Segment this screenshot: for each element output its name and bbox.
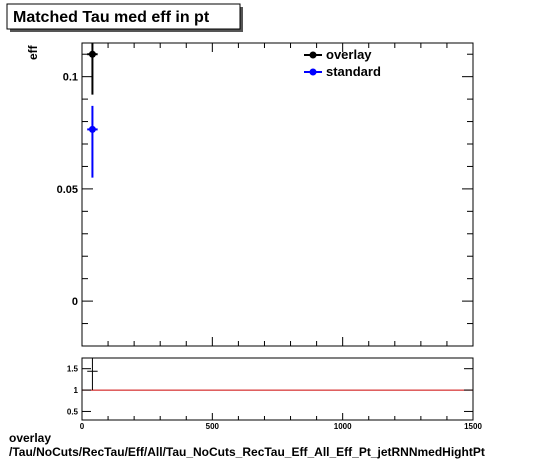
- y-axis-label: eff: [26, 44, 40, 60]
- main-plot-frame: [81, 42, 474, 347]
- ratio-y-tick-label: 0.5: [67, 407, 79, 416]
- data-point-overlay: [87, 43, 98, 95]
- ratio-x-tick-label: 1500: [464, 422, 482, 431]
- ratio-x-tick-label: 1000: [334, 422, 352, 431]
- main-x-axis: [81, 43, 474, 346]
- y-tick-label: 0: [72, 296, 78, 308]
- ratio-plot-points: [87, 358, 98, 391]
- legend-entry-standard: standard: [304, 64, 381, 79]
- legend: overlay standard: [304, 47, 381, 79]
- chart-title-box: Matched Tau med eff in pt: [6, 3, 243, 32]
- footer-path: /Tau/NoCuts/RecTau/Eff/All/Tau_NoCuts_Re…: [9, 445, 485, 459]
- marker: [88, 125, 96, 133]
- ratio-x-tick-label: 500: [206, 422, 220, 431]
- legend-entry-overlay: overlay: [304, 47, 372, 62]
- y-tick-label: 0.1: [63, 72, 78, 84]
- ratio-x-axis: 0 500 1000 1500: [80, 413, 482, 431]
- main-y-axis: 0 0.05 0.1: [57, 53, 473, 347]
- ratio-y-tick-label: 1.5: [67, 365, 79, 374]
- legend-marker-overlay: [309, 51, 317, 59]
- footer-label: overlay: [9, 431, 51, 445]
- ratio-x-tick-label: 0: [80, 422, 85, 431]
- chart-title: Matched Tau med eff in pt: [13, 9, 210, 26]
- data-point-standard: [87, 105, 98, 178]
- ratio-y-tick-label: 1: [74, 386, 79, 395]
- ratio-plot-frame: [81, 357, 474, 421]
- y-tick-label: 0.05: [57, 184, 78, 196]
- main-plot-points: [87, 43, 98, 178]
- legend-marker-standard: [309, 68, 317, 76]
- ratio-y-axis: 0.5 1 1.5: [67, 365, 473, 416]
- ratio-data-point: [87, 358, 98, 391]
- legend-label-standard: standard: [326, 64, 381, 79]
- legend-label-overlay: overlay: [326, 47, 372, 62]
- marker: [88, 50, 96, 58]
